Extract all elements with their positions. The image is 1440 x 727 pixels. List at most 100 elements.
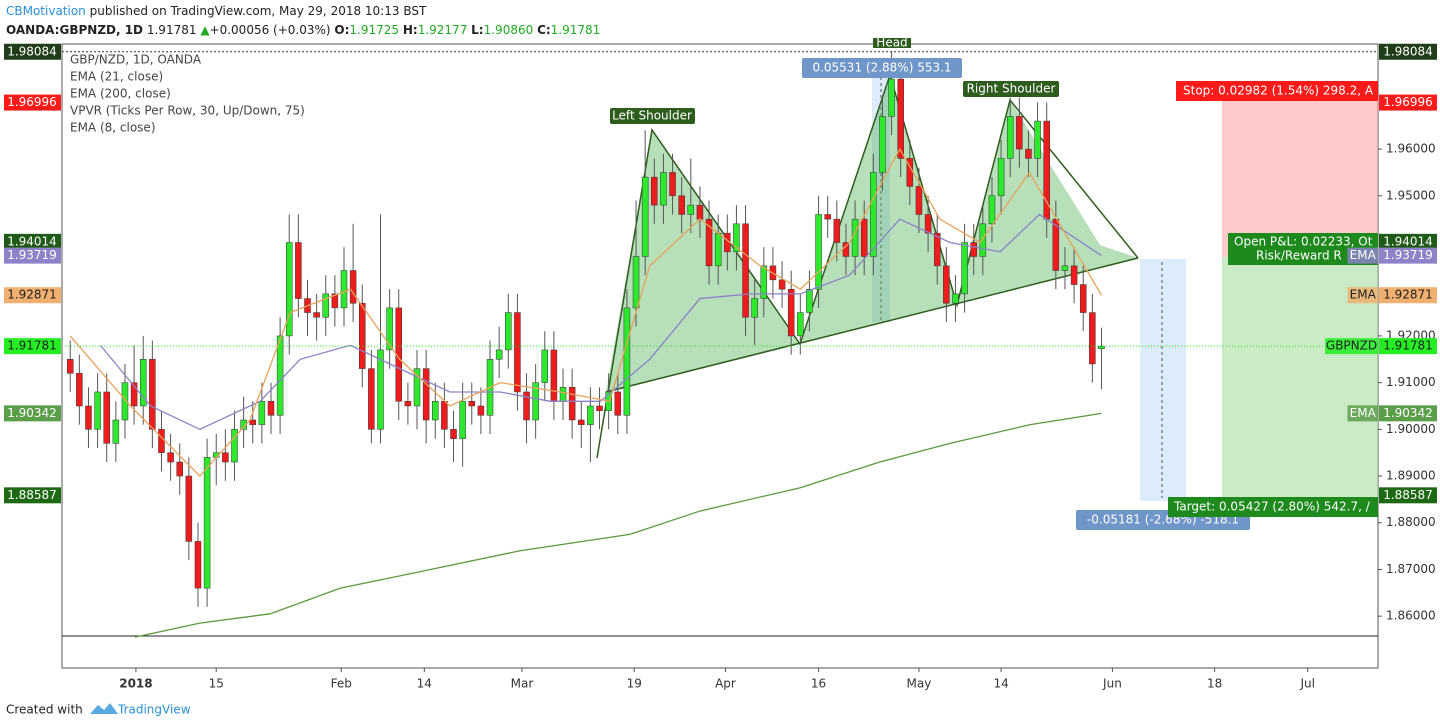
header-line: CBMotivation published on TradingView.co…: [6, 4, 427, 18]
x-tick-label: Jun: [1102, 677, 1122, 691]
candle-body: [66, 359, 74, 374]
candle-body: [641, 176, 649, 257]
price-tag-label: EMA: [1350, 406, 1377, 420]
candle-body: [386, 307, 393, 351]
candle-body: [176, 461, 183, 477]
candle-body: [441, 401, 448, 430]
candle-body: [459, 401, 466, 439]
price-tag: [1347, 247, 1378, 264]
legend-item: VPVR (Ticks Per Row, 30, Up/Down, 75): [70, 104, 305, 118]
price-marker: [1379, 487, 1437, 504]
candle-body: [870, 172, 877, 257]
price-marker-label: 1.94014: [1383, 234, 1433, 248]
candle-body: [1070, 265, 1078, 285]
author[interactable]: CBMotivation: [6, 4, 86, 18]
price-marker: [4, 287, 61, 304]
candle-body: [194, 541, 202, 589]
legend-title: GBP/NZD, 1D, OANDA: [70, 53, 202, 67]
candle-body: [860, 218, 868, 257]
candle-body: [678, 195, 685, 215]
x-tick-label: 19: [627, 677, 642, 691]
stop-label: Stop: 0.02982 (1.54%) 298.2, A: [1183, 84, 1374, 98]
candle-body: [1098, 345, 1105, 350]
y-tick-label: 1.87000: [1386, 562, 1436, 576]
published: published on TradingView.com, May 29, 20…: [90, 4, 427, 18]
label-box: [1176, 81, 1378, 101]
candle-body: [550, 349, 558, 402]
candle-body: [331, 293, 339, 309]
x-tick-label: 14: [417, 677, 432, 691]
candle-body: [203, 457, 211, 589]
price-marker-label: 1.96996: [1383, 95, 1433, 109]
x-tick-label: 2018: [119, 677, 152, 691]
candle-body: [377, 349, 384, 430]
price-marker-label: 1.98084: [1383, 44, 1433, 58]
candle-body: [505, 312, 512, 351]
candle-body: [614, 391, 622, 416]
candle-body: [897, 78, 904, 159]
indicator-line: [69, 147, 1103, 477]
label-box: [610, 108, 695, 124]
candle-body: [787, 288, 795, 337]
candle-body: [1006, 116, 1014, 159]
candle-body: [632, 256, 640, 309]
price-marker-label: 1.90342: [1383, 406, 1433, 420]
candle-body: [121, 382, 129, 421]
label-box: [1168, 497, 1378, 517]
label-box: [873, 38, 911, 48]
candle-body: [705, 218, 713, 267]
candle-body: [851, 218, 859, 257]
candle-body: [103, 391, 110, 444]
last: 1.91781: [147, 23, 197, 37]
candle-body: [231, 429, 238, 463]
candle-body: [313, 312, 320, 318]
candle-body: [422, 368, 430, 421]
indicator-line: [99, 213, 1102, 431]
candle-body: [432, 401, 439, 421]
price-marker: [1379, 43, 1437, 60]
price-marker: [4, 487, 61, 504]
footer-brand[interactable]: TradingView: [117, 703, 191, 717]
label-box: [802, 58, 962, 78]
price-marker-label: 1.92871: [1383, 288, 1433, 302]
candle-body: [806, 288, 813, 313]
candle-body: [322, 293, 329, 318]
candle-body: [477, 405, 485, 416]
price-tag: [1347, 287, 1378, 304]
candle-body: [495, 349, 503, 360]
o: 1.91725: [349, 23, 399, 37]
candle-body: [514, 312, 521, 393]
price-marker: [4, 405, 61, 422]
x-tick-label: Jul: [1299, 677, 1314, 691]
rr-label: Risk/Reward R: [1256, 249, 1342, 263]
candle-body: [578, 419, 585, 425]
symbol: OANDA:GBPNZD, 1D: [6, 23, 143, 37]
neckline: [605, 257, 1139, 393]
candle-body: [541, 349, 549, 383]
candle-body: [130, 382, 138, 407]
price-marker-label: 1.94014: [7, 234, 57, 248]
candle-body: [340, 270, 348, 309]
y-tick-label: 1.88000: [1386, 515, 1436, 529]
price-tag-label: EMA: [1350, 248, 1377, 262]
c-label: C:: [537, 23, 551, 37]
legend-item: EMA (200, close): [70, 87, 171, 101]
price-marker: [1379, 287, 1437, 304]
stop-zone: [1222, 100, 1378, 257]
candle-body: [258, 401, 266, 425]
candle-body: [961, 242, 968, 295]
candle-body: [714, 232, 722, 267]
candle-body: [167, 452, 174, 463]
candle-body: [1061, 265, 1069, 271]
candle-body: [943, 265, 950, 304]
candle-body: [285, 242, 293, 337]
candle-body: [915, 186, 923, 215]
price-marker: [4, 43, 61, 60]
candle-body: [468, 401, 476, 407]
candle-body: [222, 452, 229, 463]
head: Head: [876, 36, 907, 50]
y-tick-label: 1.89000: [1386, 469, 1436, 483]
candle-body: [587, 405, 594, 425]
l-label: L:: [471, 23, 483, 37]
candle-body: [833, 218, 841, 243]
